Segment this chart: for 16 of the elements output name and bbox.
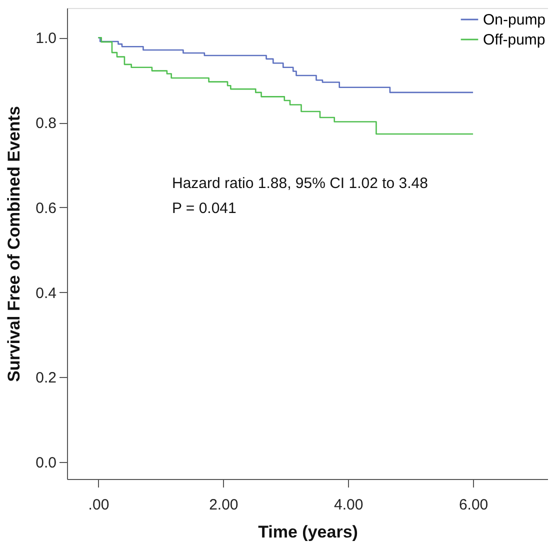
x-tick-label: 4.00: [334, 496, 364, 514]
y-tick-label: 0.2: [36, 370, 56, 387]
y-tick-label: 0.4: [36, 284, 56, 302]
annotation: P = 0.041: [172, 200, 236, 217]
legend-label: Off-pump: [483, 32, 546, 48]
x-tick-label: 2.00: [209, 496, 238, 514]
y-tick-label: 1.0: [36, 30, 56, 48]
x-axis-title: Time (years): [258, 522, 358, 542]
y-tick-label: 0.8: [36, 115, 56, 132]
y-axis-title: Survival Free of Combined Events: [4, 106, 24, 382]
x-tick-label: 6.00: [458, 496, 488, 514]
x-tick-label: .00: [88, 496, 110, 514]
legend-label: On-pump: [483, 12, 546, 28]
y-tick-label: 0.0: [36, 454, 56, 472]
y-tick-label: 0.6: [36, 200, 56, 217]
annotation: Hazard ratio 1.88, 95% CI 1.02 to 3.48: [172, 175, 428, 192]
